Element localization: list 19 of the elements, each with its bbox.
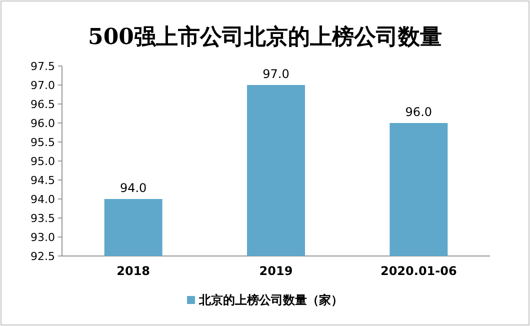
y-tick-label: 94.0	[30, 193, 55, 206]
y-tick-label: 96.0	[30, 117, 55, 130]
data-label: 94.0	[120, 181, 147, 195]
y-tick-label: 93.0	[30, 231, 55, 244]
x-tick-label: 2018	[116, 264, 150, 278]
x-tick-label: 2019	[259, 264, 293, 278]
y-tick-label: 93.5	[30, 212, 55, 225]
y-tick-label: 97.5	[30, 60, 55, 73]
y-tick-label: 95.0	[30, 155, 55, 168]
chart-title: 500强上市公司北京的上榜公司数量	[88, 24, 442, 50]
data-label: 97.0	[262, 67, 290, 81]
data-label: 96.0	[405, 105, 432, 119]
y-tick-label: 95.5	[30, 136, 55, 149]
y-tick-label: 92.5	[30, 250, 55, 263]
legend: 北京的上榜公司数量（家）	[187, 293, 343, 307]
y-tick-label: 94.5	[30, 174, 55, 187]
y-tick-label: 97.0	[30, 79, 55, 92]
x-tick-label: 2020.01-06	[380, 264, 457, 278]
y-tick-label: 96.5	[30, 98, 55, 111]
